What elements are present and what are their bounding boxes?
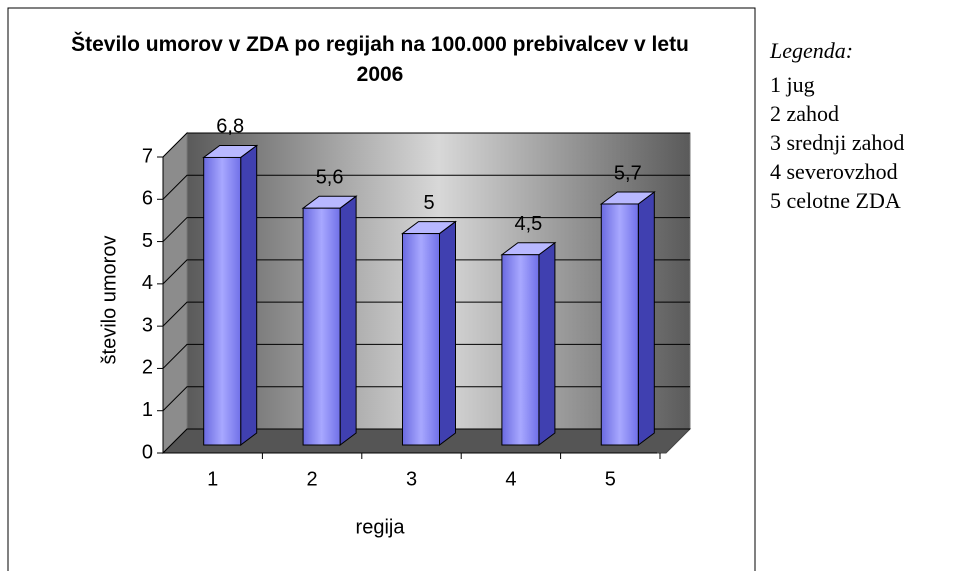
side-wall [162,131,188,455]
chart-title: Število umorov v ZDA po regijah na 100.0… [71,33,689,86]
bar [600,203,639,446]
bar-side [439,220,456,446]
y-tick-label: 6 [142,188,153,210]
bar [402,233,440,446]
bar [501,254,540,446]
value-label: 5,6 [316,166,344,188]
bar [203,156,242,446]
grid-line [162,217,690,242]
x-axis-label: regija [356,516,406,538]
x-tick-label: 3 [406,468,417,490]
bar-side [339,195,357,446]
value-label: 4,5 [514,213,542,235]
legend-item: 2 zahod [770,101,839,126]
legend-item: 5 celotne ZDA [770,188,901,213]
legend-item: 3 srednji zahod [770,130,904,155]
bar-side [637,190,655,446]
legend-item: 4 severovzhod [770,159,898,184]
grid-line [162,174,690,200]
bar-side [240,144,258,446]
y-axis-label: število umorov [98,236,120,365]
value-label: 5 [423,192,434,214]
bar-side [538,241,556,446]
y-tick-label: 4 [142,272,153,294]
bar [302,207,341,446]
x-tick-label: 4 [505,468,516,490]
y-tick-label: 7 [142,145,153,167]
legend-item: 1 jug [770,72,815,97]
y-tick-label: 0 [142,441,153,463]
x-tick-label: 1 [207,468,218,490]
x-tick-label: 5 [605,468,616,490]
y-tick-label: 3 [142,314,153,336]
y-tick-label: 5 [142,230,153,252]
x-tick-label: 2 [307,468,318,490]
value-label: 6,8 [216,116,244,138]
value-label: 5,7 [614,162,642,184]
legend-title: Legenda: [769,38,853,63]
y-tick-label: 2 [142,357,153,379]
grid-line [162,132,690,158]
y-tick-label: 1 [142,399,153,421]
title-box: Število umorov v ZDA po regijah na 100.0… [71,33,689,86]
